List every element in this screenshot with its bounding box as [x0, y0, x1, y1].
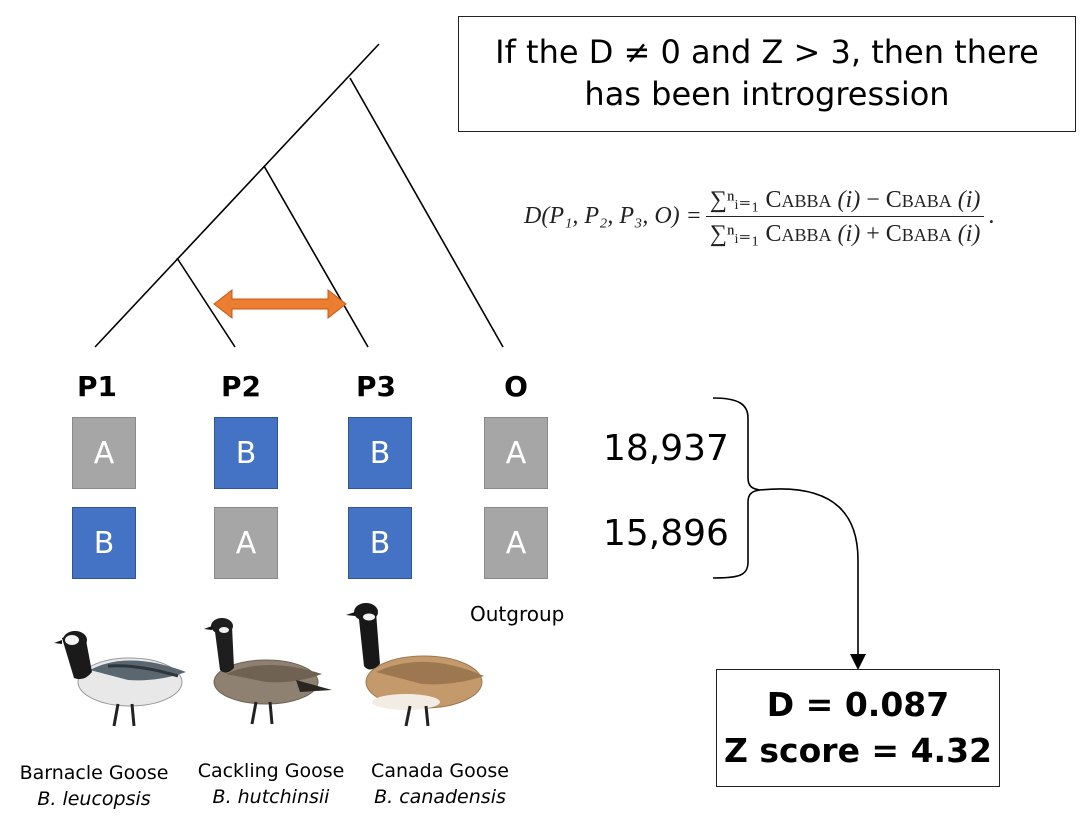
formula-numerator: ∑ⁿᵢ₌₁ CABBA (i) − CBABA (i)	[709, 186, 981, 213]
d-value: D = 0.087	[766, 684, 950, 724]
species-common-name: Canada Goose	[371, 760, 509, 782]
taxon-label-p1: P1	[76, 370, 117, 403]
tree-branch-outgroup	[349, 77, 504, 348]
gene-flow-arrow	[213, 288, 347, 320]
species-common-name: Cackling Goose	[197, 760, 345, 782]
cackling-goose-illustration	[204, 618, 332, 725]
species-scientific-name: B. leucopsis	[37, 787, 151, 810]
claim-line-1: If the D ≠ 0 and Z > 3, then there	[495, 33, 1039, 72]
z-score: Z score = 4.32	[724, 731, 992, 770]
tree-branch-p2	[176, 257, 236, 348]
tree-branch-p3	[263, 165, 369, 348]
allele-cell: B	[348, 507, 412, 579]
barnacle-goose-illustration	[54, 631, 186, 727]
allele-cell: A	[484, 507, 548, 579]
allele-cell: B	[214, 417, 278, 489]
taxon-label-p3: P3	[355, 370, 396, 403]
result-box: D = 0.087 Z score = 4.32	[716, 669, 1000, 787]
introgression-claim-box: If the D ≠ 0 and Z > 3, then there has b…	[458, 16, 1076, 132]
phylogenetic-tree	[94, 43, 504, 348]
claim-line-2: has been introgression	[584, 75, 950, 113]
species-scientific-name: B. hutchinsii	[212, 785, 330, 808]
allele-cell: A	[72, 417, 136, 489]
taxon-label-p2: P2	[220, 370, 261, 403]
taxon-label-outgroup: O	[504, 370, 528, 403]
species-canada-goose: Canada Goose B. canadensis	[350, 759, 530, 810]
d-statistic-formula: D(P₁, P₂, P₃, O) = ∑ⁿᵢ₌₁ CABBA (i) − CBA…	[524, 176, 994, 256]
formula-period: .	[988, 202, 995, 229]
species-cackling-goose: Cackling Goose B. hutchinsii	[181, 759, 361, 810]
result-connector	[759, 488, 866, 670]
allele-cell: A	[214, 507, 278, 579]
abba-count: 18,937	[603, 428, 729, 469]
outgroup-label: Outgroup	[470, 602, 565, 626]
formula-fraction: ∑ⁿᵢ₌₁ CABBA (i) − CBABA (i) ∑ⁿᵢ₌₁ CABBA …	[705, 185, 985, 248]
allele-cell: A	[484, 417, 548, 489]
canada-goose-illustration	[346, 603, 484, 727]
formula-lhs: D(P₁, P₂, P₃, O) =	[524, 202, 702, 229]
formula-denominator: ∑ⁿᵢ₌₁ CABBA (i) + CBABA (i)	[705, 215, 985, 248]
species-common-name: Barnacle Goose	[19, 762, 169, 784]
allele-cell: B	[348, 417, 412, 489]
tree-branch-p1	[94, 43, 380, 348]
baba-count: 15,896	[603, 513, 729, 554]
species-barnacle-goose: Barnacle Goose B. leucopsis	[4, 761, 184, 812]
allele-cell: B	[72, 507, 136, 579]
species-scientific-name: B. canadensis	[374, 785, 506, 808]
